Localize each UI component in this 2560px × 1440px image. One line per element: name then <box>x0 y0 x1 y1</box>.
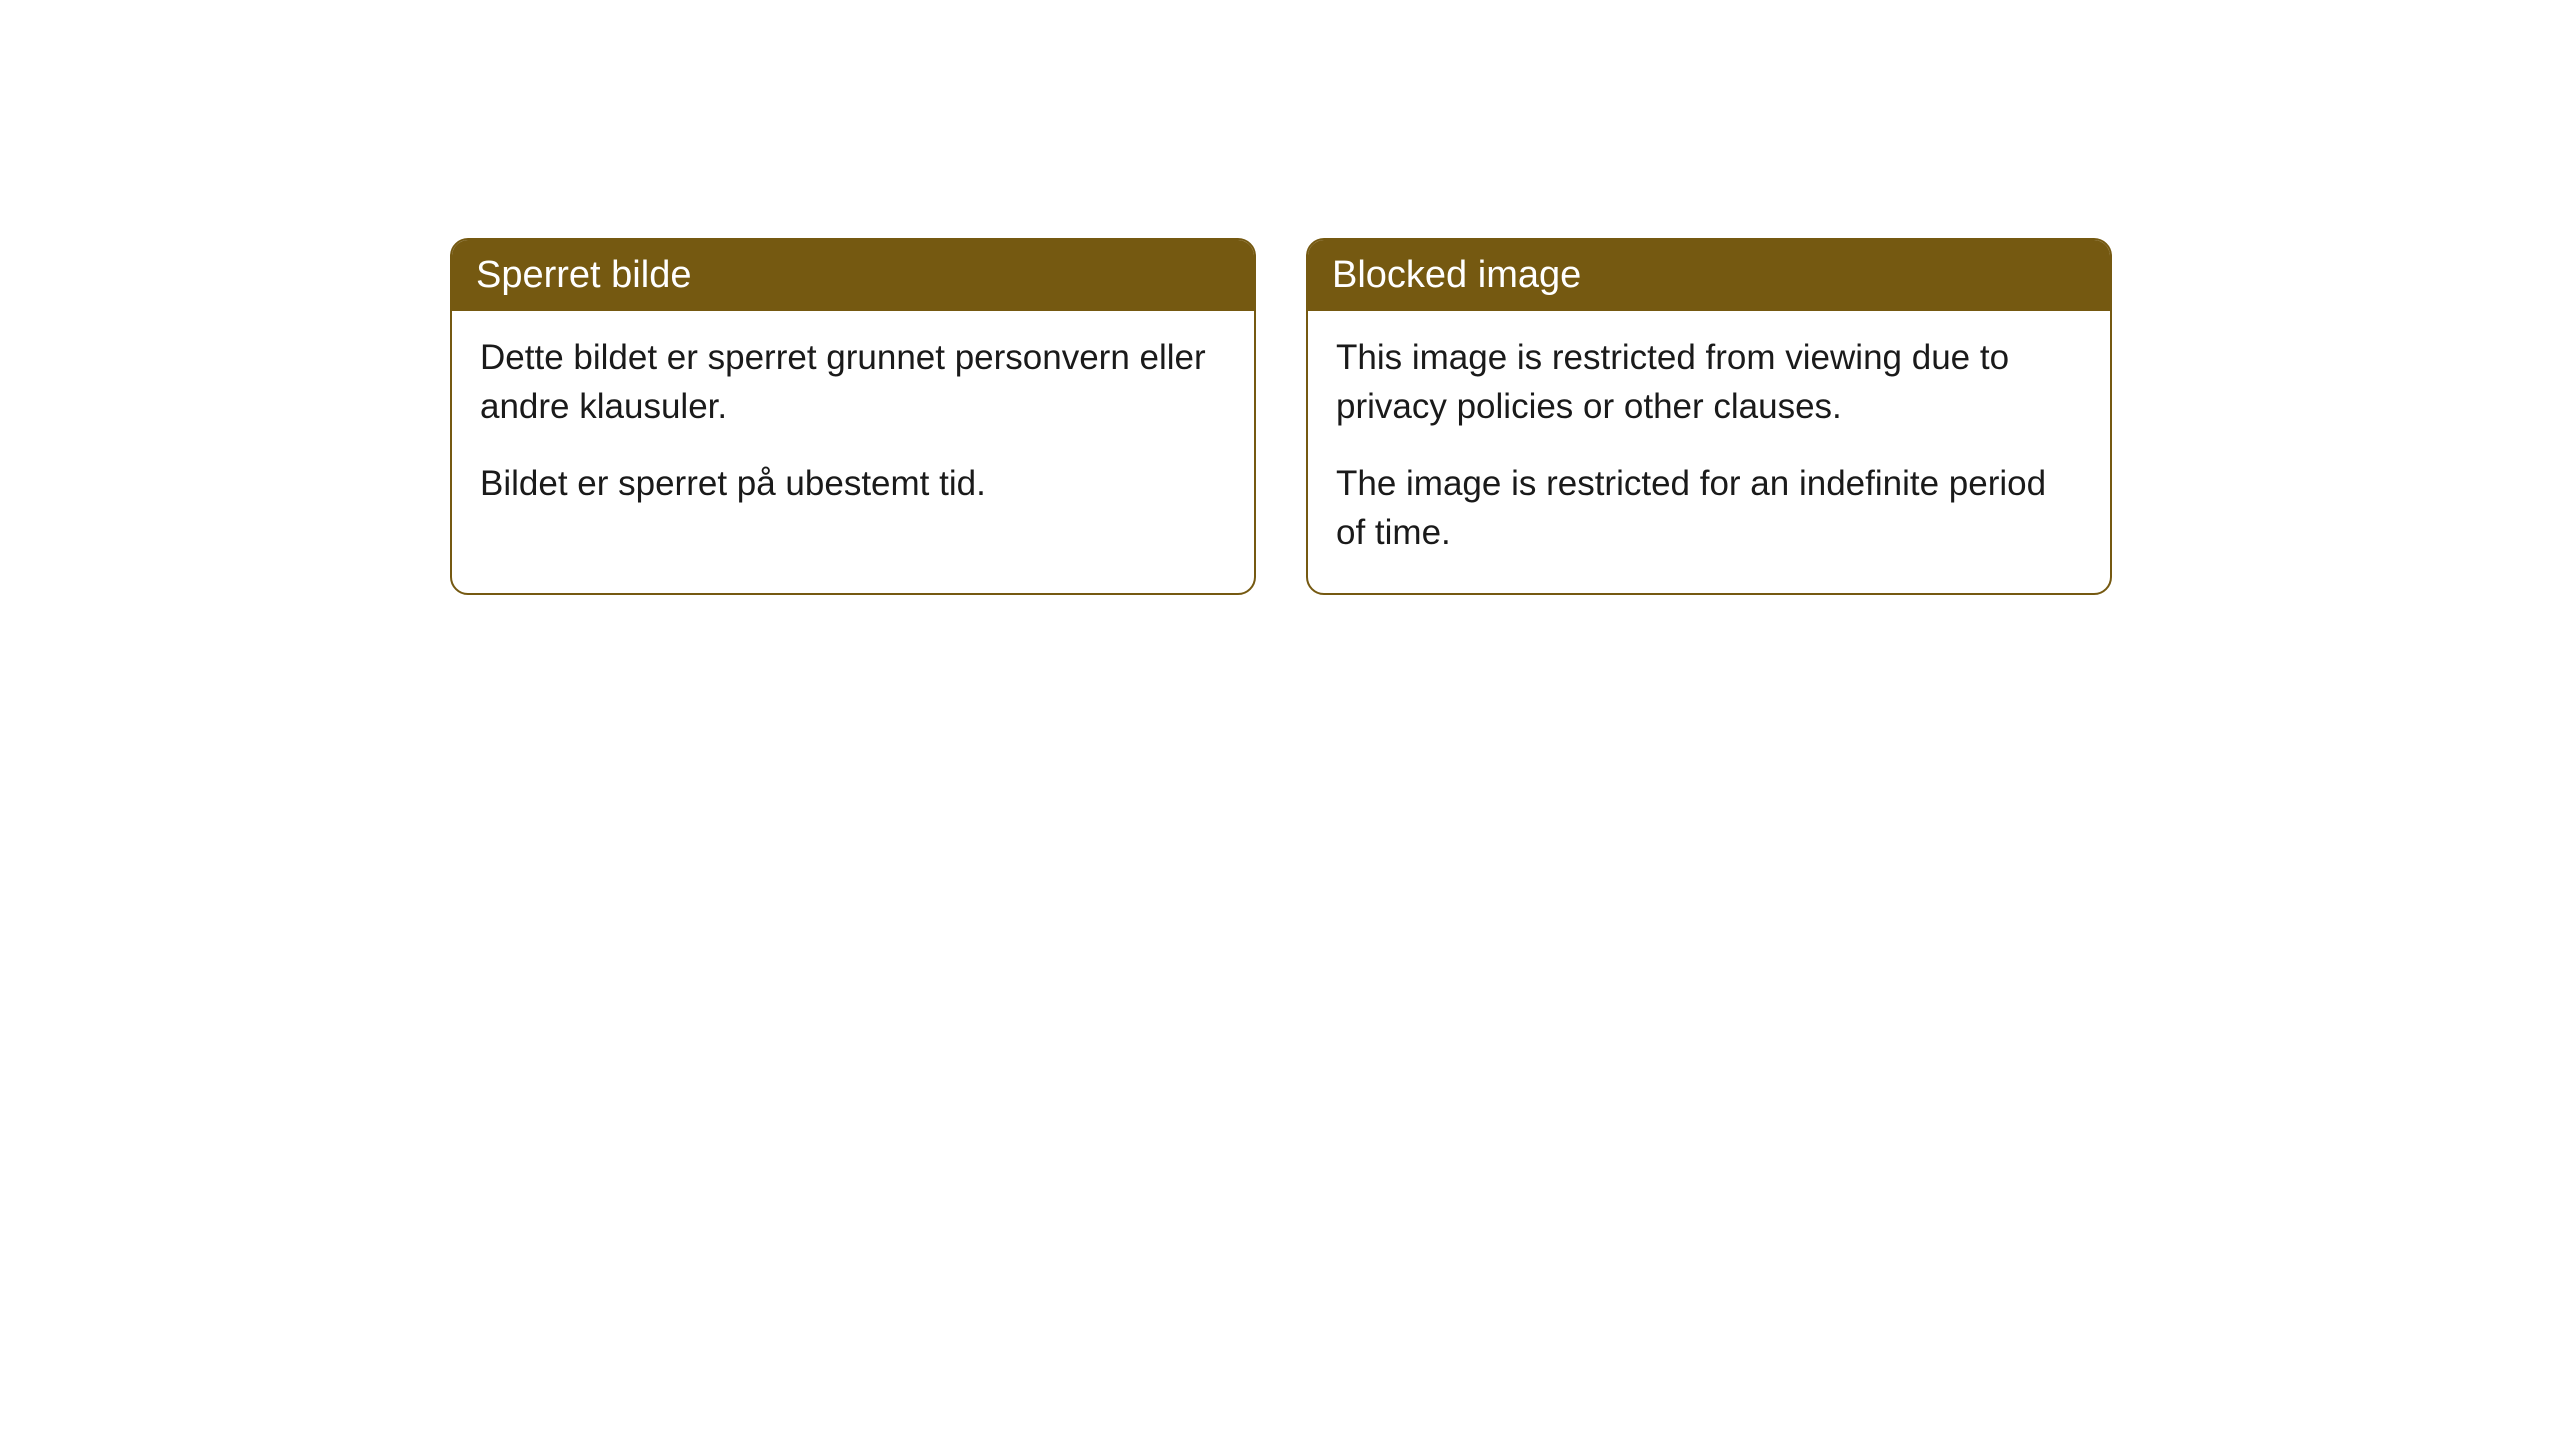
card-body-english: This image is restricted from viewing du… <box>1308 311 2110 593</box>
card-paragraph-1-english: This image is restricted from viewing du… <box>1336 333 2082 431</box>
card-paragraph-1-norwegian: Dette bildet er sperret grunnet personve… <box>480 333 1226 431</box>
blocked-image-card-english: Blocked image This image is restricted f… <box>1306 238 2112 595</box>
card-title-english: Blocked image <box>1308 240 2110 311</box>
card-body-norwegian: Dette bildet er sperret grunnet personve… <box>452 311 1254 544</box>
card-paragraph-2-norwegian: Bildet er sperret på ubestemt tid. <box>480 459 1226 508</box>
blocked-image-card-norwegian: Sperret bilde Dette bildet er sperret gr… <box>450 238 1256 595</box>
cards-container: Sperret bilde Dette bildet er sperret gr… <box>450 238 2112 595</box>
card-paragraph-2-english: The image is restricted for an indefinit… <box>1336 459 2082 557</box>
card-title-norwegian: Sperret bilde <box>452 240 1254 311</box>
